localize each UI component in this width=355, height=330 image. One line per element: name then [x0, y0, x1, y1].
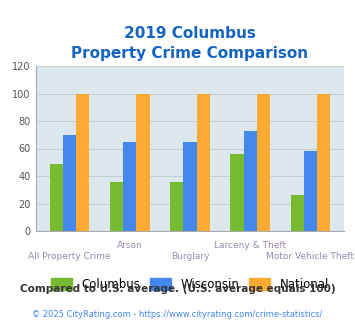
Bar [244, 131, 257, 231]
Bar [257, 93, 270, 231]
Bar [50, 164, 63, 231]
Text: All Property Crime: All Property Crime [28, 252, 111, 261]
Text: Motor Vehicle Theft: Motor Vehicle Theft [267, 252, 354, 261]
Bar [290, 195, 304, 231]
Title: 2019 Columbus
Property Crime Comparison: 2019 Columbus Property Crime Comparison [71, 26, 308, 61]
Text: Arson: Arson [117, 241, 143, 250]
Bar [170, 182, 183, 231]
Legend: Columbus, Wisconsin, National: Columbus, Wisconsin, National [46, 273, 334, 296]
Bar [304, 151, 317, 231]
Bar [63, 135, 76, 231]
Bar [230, 154, 244, 231]
Bar [123, 142, 136, 231]
Bar [76, 93, 89, 231]
Text: Compared to U.S. average. (U.S. average equals 100): Compared to U.S. average. (U.S. average … [20, 284, 335, 294]
Bar [183, 142, 197, 231]
Text: Larceny & Theft: Larceny & Theft [214, 241, 286, 250]
Bar [317, 93, 330, 231]
Text: © 2025 CityRating.com - https://www.cityrating.com/crime-statistics/: © 2025 CityRating.com - https://www.city… [32, 310, 323, 319]
Bar [110, 182, 123, 231]
Bar [136, 93, 149, 231]
Bar [197, 93, 210, 231]
Text: Burglary: Burglary [171, 252, 209, 261]
